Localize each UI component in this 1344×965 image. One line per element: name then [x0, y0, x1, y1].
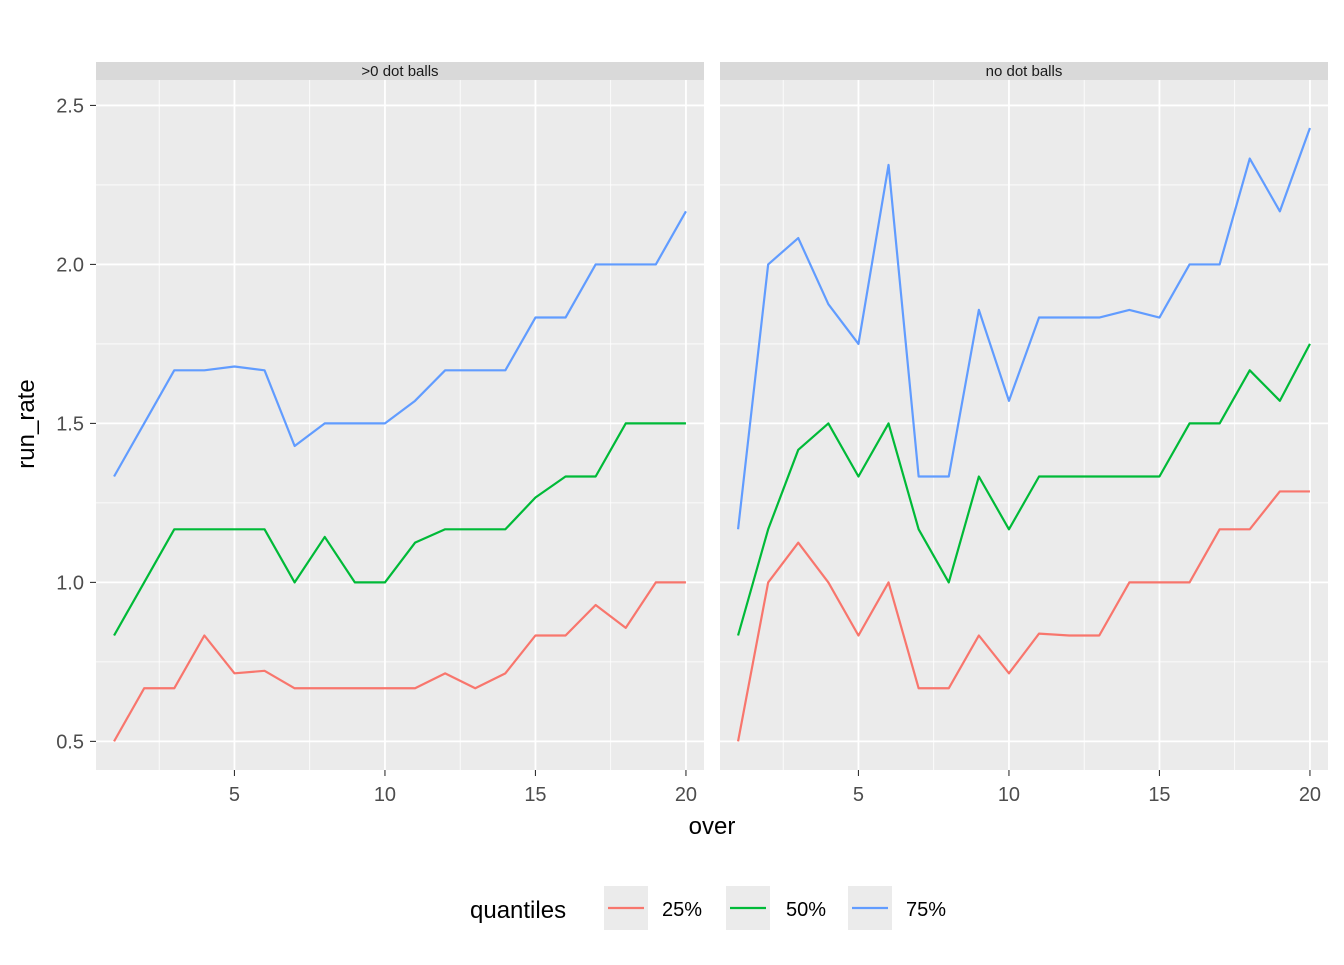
series-line-25pct [113, 581, 686, 742]
facet-strip [96, 62, 704, 80]
y-tick-label: 2.0 [56, 254, 84, 276]
legend-title: quantiles [470, 897, 566, 924]
series-line-50pct [737, 343, 1311, 636]
x-tick-label: 5 [853, 784, 864, 806]
legend: quantiles 25% 50% 75% [470, 886, 946, 930]
x-tick-label: 15 [1148, 784, 1170, 806]
facet-panel: >0 dot balls 5 10 15 20 [96, 62, 704, 806]
panel-background [720, 80, 1328, 770]
facet-panel: no dot balls 5 10 15 20 [720, 62, 1328, 806]
legend-label: 75% [906, 899, 946, 921]
series-line-75pct [736, 127, 1311, 530]
panels-layer: >0 dot balls 5 10 15 20 no dot balls 5 10 15 20 [96, 62, 1328, 806]
facet-strip [720, 62, 1328, 80]
y-tick-label: 1.5 [56, 413, 84, 435]
facet-strip-label: no dot balls [986, 63, 1063, 80]
x-tick-label: 10 [374, 784, 396, 806]
x-axis-title: over [689, 813, 736, 840]
facet-strip-label: >0 dot balls [361, 63, 438, 80]
x-tick-label: 10 [998, 784, 1020, 806]
series-line-75pct [113, 210, 687, 478]
panel-background [96, 80, 704, 770]
x-tick-label: 15 [524, 784, 546, 806]
y-tick-label: 2.5 [56, 95, 84, 117]
series-line-25pct [736, 490, 1310, 742]
y-axis: 0.5 1.0 1.5 2.0 2.5 [56, 95, 96, 753]
y-tick-label: 0.5 [56, 731, 84, 753]
y-axis-title: run_rate [13, 379, 40, 468]
legend-label: 50% [786, 899, 826, 921]
x-tick-label: 5 [229, 784, 240, 806]
series-line-50pct [113, 422, 686, 637]
legend-label: 25% [662, 899, 702, 921]
y-tick-label: 1.0 [56, 572, 84, 594]
x-tick-label: 20 [675, 784, 697, 806]
x-tick-label: 20 [1299, 784, 1321, 806]
